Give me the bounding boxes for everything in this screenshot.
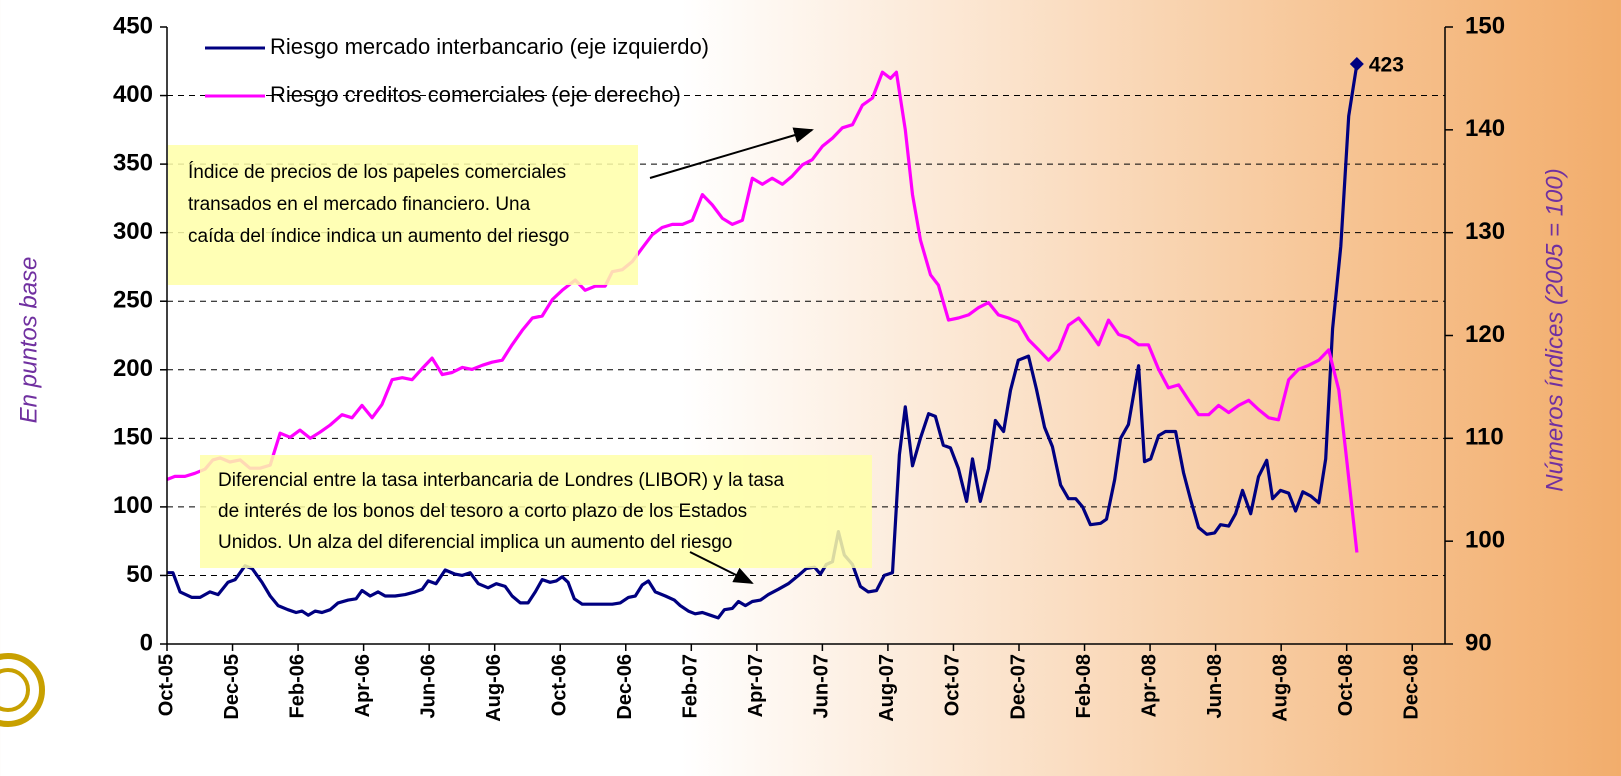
x-tick-label: Apr-08 <box>1138 654 1160 717</box>
annotation-box <box>200 455 872 568</box>
series-line <box>166 70 1359 553</box>
series-line <box>167 63 1359 620</box>
y-tick-label: 300 <box>113 218 153 245</box>
y-tick-label: 400 <box>113 81 153 108</box>
x-tick-label: Oct-05 <box>155 654 177 716</box>
annotation-text: Diferencial entre la tasa interbancaria … <box>218 470 784 491</box>
x-tick-label: Jun-07 <box>811 654 833 718</box>
x-tick-label: Oct-06 <box>549 654 571 716</box>
annotation-text: Índice de precios de los papeles comerci… <box>188 162 566 183</box>
point-marker <box>1349 57 1364 72</box>
y-tick-label: 350 <box>113 149 153 176</box>
y-tick-label: 450 <box>113 12 153 39</box>
y2-tick-label: 120 <box>1465 321 1505 348</box>
y-tick-label: 100 <box>113 492 153 519</box>
y2-tick-label: 90 <box>1465 629 1492 656</box>
annotation-text: transados en el mercado financiero. Una <box>188 194 531 215</box>
x-tick-label: Jun-08 <box>1204 654 1226 718</box>
y-axis-title: En puntos base <box>15 257 42 424</box>
x-tick-label: Feb-08 <box>1073 654 1095 718</box>
y-tick-label: 0 <box>140 629 153 656</box>
emblem <box>0 653 45 727</box>
x-tick-label: Aug-06 <box>483 654 505 722</box>
x-tick-label: Dec-06 <box>614 654 636 720</box>
x-tick-label: Aug-08 <box>1269 654 1291 722</box>
x-tick-label: Oct-07 <box>942 654 964 716</box>
annotation-text: de interés de los bonos del tesoro a cor… <box>218 501 747 522</box>
x-tick-label: Apr-07 <box>745 654 767 717</box>
y2-tick-label: 140 <box>1465 115 1505 142</box>
annotation-arrow <box>649 127 814 179</box>
x-tick-label: Dec-07 <box>1007 654 1029 720</box>
annotation-arrow <box>689 551 754 584</box>
legend-label: Riesgo creditos comerciales (eje derecho… <box>270 82 681 107</box>
annotation-text: caída del índice indica un aumento del r… <box>188 226 569 247</box>
y2-tick-label: 150 <box>1465 12 1505 39</box>
y-tick-label: 150 <box>113 424 153 451</box>
y-tick-label: 250 <box>113 287 153 314</box>
x-tick-label: Aug-07 <box>876 654 898 722</box>
annotation-text: Unidos. Un alza del diferencial implica … <box>218 532 732 553</box>
x-tick-label: Apr-06 <box>352 654 374 717</box>
y2-axis-title: Números índices (2005 = 100) <box>1541 168 1568 492</box>
annotation-box <box>168 145 638 285</box>
x-tick-label: Dec-08 <box>1401 654 1423 720</box>
y2-tick-label: 130 <box>1465 218 1505 245</box>
x-tick-label: Feb-07 <box>680 654 702 718</box>
annotations: Índice de precios de los papeles comerci… <box>168 127 872 584</box>
data-label: 423 <box>1369 54 1404 77</box>
x-tick-label: Jun-06 <box>417 654 439 718</box>
y-tick-label: 200 <box>113 355 153 382</box>
y2-tick-label: 100 <box>1465 527 1505 554</box>
x-tick-label: Oct-08 <box>1335 654 1357 716</box>
y-tick-label: 50 <box>126 561 153 588</box>
x-tick-label: Dec-05 <box>221 654 243 720</box>
x-tick-label: Feb-06 <box>286 654 308 718</box>
legend-label: Riesgo mercado interbancario (eje izquie… <box>270 34 709 59</box>
y2-tick-label: 110 <box>1465 424 1504 451</box>
